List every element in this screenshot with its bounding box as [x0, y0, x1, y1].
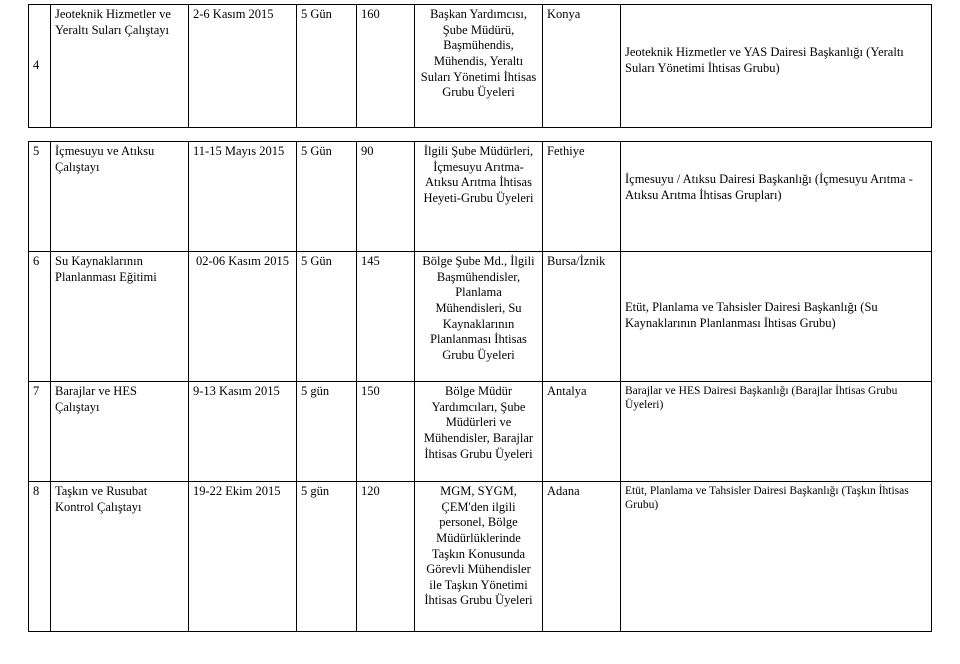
- event-qty: 150: [357, 382, 415, 482]
- spacer-row: [29, 128, 932, 142]
- table-row: 7 Barajlar ve HES Çalıştayı 9-13 Kasım 2…: [29, 382, 932, 482]
- table-row: 5 İçmesuyu ve Atıksu Çalıştayı 11-15 May…: [29, 142, 932, 252]
- table-row: 8 Taşkın ve Rusubat Kontrol Çalıştayı 19…: [29, 482, 932, 632]
- event-date: 2-6 Kasım 2015: [189, 5, 297, 128]
- event-qty: 120: [357, 482, 415, 632]
- event-duration: 5 Gün: [297, 252, 357, 382]
- event-organizer: Jeoteknik Hizmetler ve YAS Dairesi Başka…: [621, 5, 932, 128]
- event-name: Jeoteknik Hizmetler ve Yeraltı Suları Ça…: [51, 5, 189, 128]
- event-duration: 5 Gün: [297, 5, 357, 128]
- event-organizer: Etüt, Planlama ve Tahsisler Dairesi Başk…: [621, 482, 932, 632]
- table-row: 6 Su Kaynaklarının Planlanması Eğitimi 0…: [29, 252, 932, 382]
- event-date: 9-13 Kasım 2015: [189, 382, 297, 482]
- event-duration: 5 gün: [297, 482, 357, 632]
- event-participants: Bölge Müdür Yardımcıları, Şube Müdürleri…: [415, 382, 543, 482]
- event-location: Antalya: [543, 382, 621, 482]
- training-table: 4 Jeoteknik Hizmetler ve Yeraltı Suları …: [28, 4, 932, 632]
- event-date: 02-06 Kasım 2015: [189, 252, 297, 382]
- event-organizer: İçmesuyu / Atıksu Dairesi Başkanlığı (İç…: [621, 142, 932, 252]
- event-duration: 5 Gün: [297, 142, 357, 252]
- event-participants: İlgili Şube Müdürleri, İçmesuyu Arıtma- …: [415, 142, 543, 252]
- event-location: Bursa/İznik: [543, 252, 621, 382]
- event-date: 11-15 Mayıs 2015: [189, 142, 297, 252]
- event-qty: 160: [357, 5, 415, 128]
- row-index: 6: [29, 252, 51, 382]
- row-index: 8: [29, 482, 51, 632]
- row-index: 4: [29, 5, 51, 128]
- row-index: 5: [29, 142, 51, 252]
- event-participants: Başkan Yardımcısı, Şube Müdürü, Başmühen…: [415, 5, 543, 128]
- event-name: İçmesuyu ve Atıksu Çalıştayı: [51, 142, 189, 252]
- event-location: Adana: [543, 482, 621, 632]
- event-location: Fethiye: [543, 142, 621, 252]
- event-organizer: Barajlar ve HES Dairesi Başkanlığı (Bara…: [621, 382, 932, 482]
- document-page: 4 Jeoteknik Hizmetler ve Yeraltı Suları …: [0, 0, 960, 664]
- event-qty: 145: [357, 252, 415, 382]
- event-name: Su Kaynaklarının Planlanması Eğitimi: [51, 252, 189, 382]
- event-location: Konya: [543, 5, 621, 128]
- table-row: 4 Jeoteknik Hizmetler ve Yeraltı Suları …: [29, 5, 932, 128]
- row-index: 7: [29, 382, 51, 482]
- event-participants: Bölge Şube Md., İlgili Başmühendisler, P…: [415, 252, 543, 382]
- event-name: Taşkın ve Rusubat Kontrol Çalıştayı: [51, 482, 189, 632]
- event-duration: 5 gün: [297, 382, 357, 482]
- event-participants: MGM, SYGM, ÇEM'den ilgili personel, Bölg…: [415, 482, 543, 632]
- event-qty: 90: [357, 142, 415, 252]
- event-date: 19-22 Ekim 2015: [189, 482, 297, 632]
- event-organizer: Etüt, Planlama ve Tahsisler Dairesi Başk…: [621, 252, 932, 382]
- event-name: Barajlar ve HES Çalıştayı: [51, 382, 189, 482]
